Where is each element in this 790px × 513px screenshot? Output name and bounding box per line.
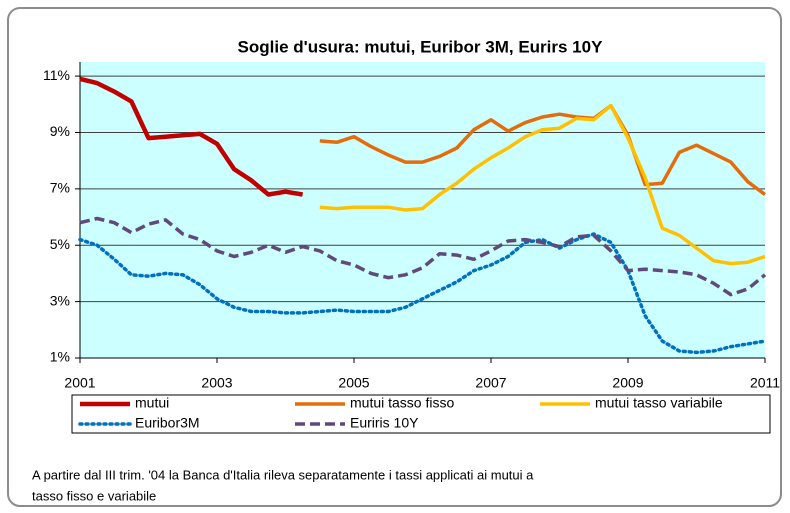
y-tick-label: 1%: [50, 349, 70, 365]
legend-label: mutui tasso fisso: [350, 395, 454, 411]
y-tick-label: 9%: [50, 123, 70, 139]
x-tick-label: 2005: [338, 375, 369, 391]
chart-title: Soglie d'usura: mutui, Euribor 3M, Eurir…: [238, 37, 604, 56]
y-tick-label: 3%: [50, 292, 70, 308]
y-tick-label: 7%: [50, 180, 70, 196]
legend-label: Euribor3M: [135, 415, 200, 431]
line-series: [319, 103, 766, 266]
x-tick-label: 2007: [475, 375, 506, 391]
line-series: [79, 216, 767, 297]
legend-label: mutui tasso variabile: [595, 395, 723, 411]
legend-label: Euriris 10Y: [350, 415, 419, 431]
x-tick-label: 2003: [201, 375, 232, 391]
x-tick-label: 2001: [64, 375, 95, 391]
y-tick-label: 11%: [43, 67, 70, 83]
line-series: [79, 76, 303, 197]
line-series: [319, 103, 767, 196]
y-tick-label: 5%: [50, 236, 70, 252]
note: tasso fisso e variabile: [32, 488, 156, 503]
note: A partire dal III trim. '04 la Banca d'I…: [32, 467, 534, 482]
x-tick-label: 2011: [750, 375, 780, 391]
x-tick-label: 2009: [612, 375, 643, 391]
legend-box: [71, 394, 771, 434]
line-series: [78, 232, 767, 355]
legend-label: mutui: [135, 395, 169, 411]
